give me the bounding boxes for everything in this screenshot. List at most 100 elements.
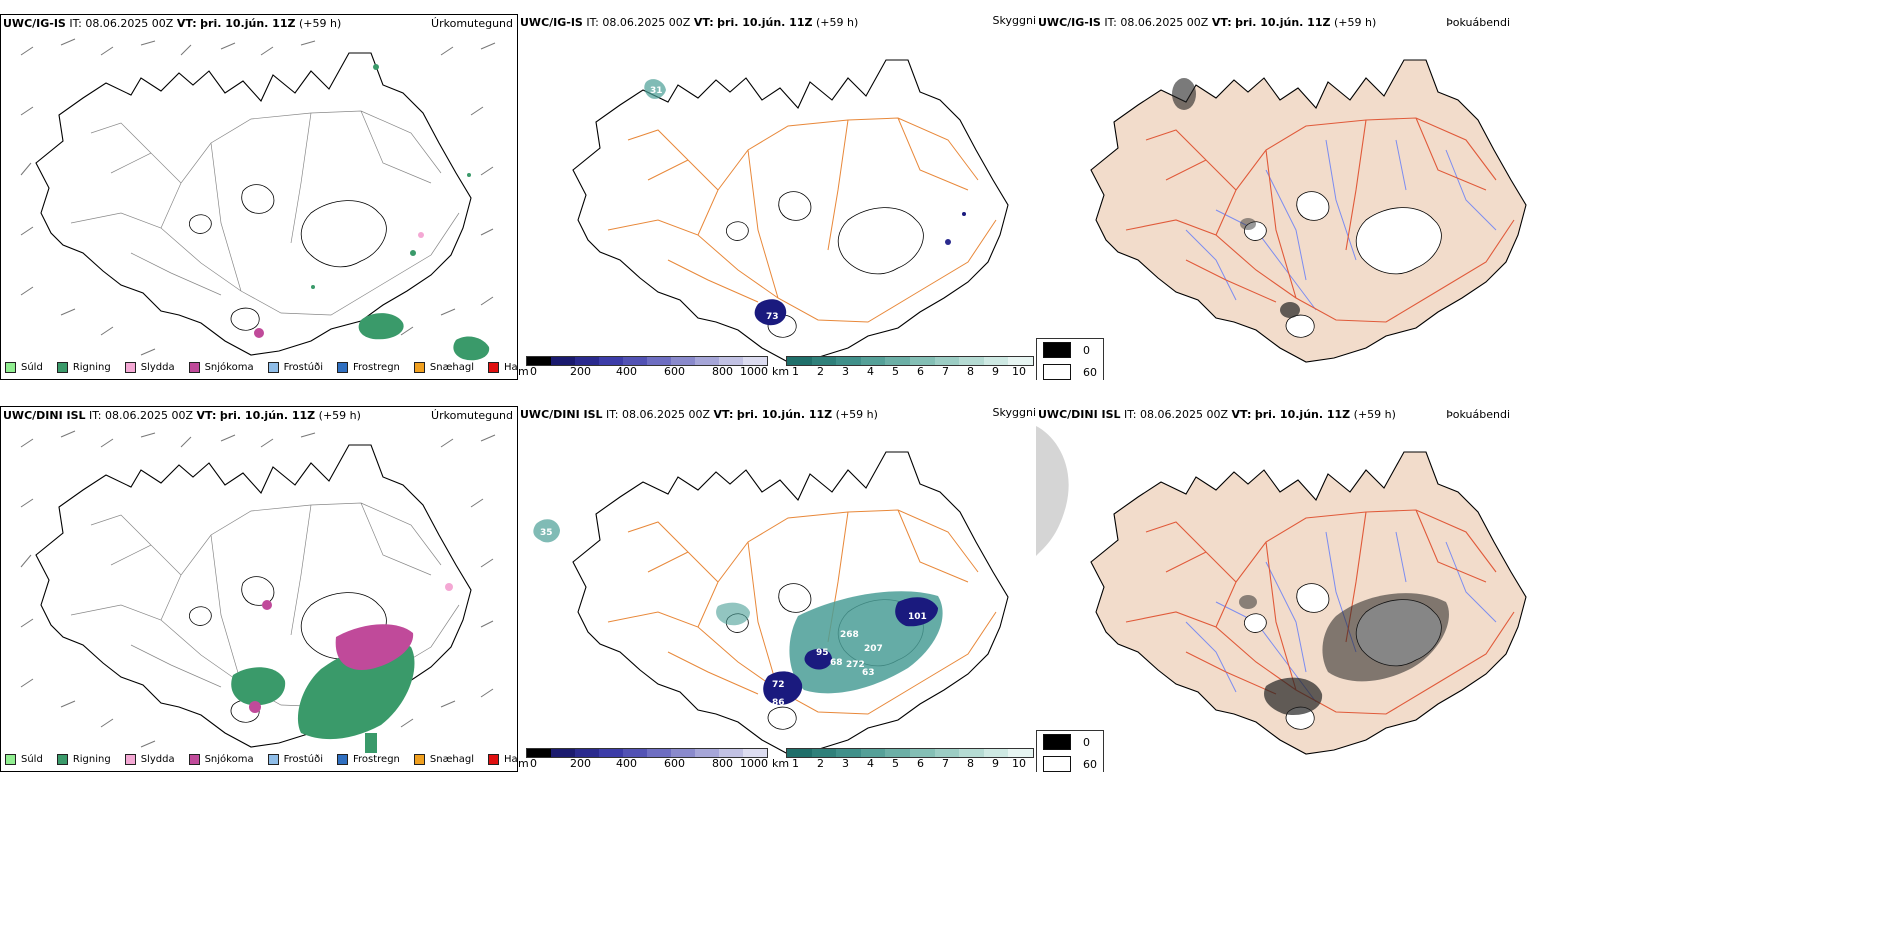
visibility-panel-bottom: UWC/DINI ISL IT: 08.06.2025 00Z VT: þri.…	[518, 406, 1036, 772]
colorbar-segment	[787, 357, 812, 365]
legend-item: Snjókoma	[188, 361, 254, 373]
colorbar-segment	[959, 357, 984, 365]
wind-barbs	[20, 430, 496, 748]
fog-panel-top: UWC/IG-IS IT: 08.06.2025 00Z VT: þri. 10…	[1036, 14, 1536, 380]
map-value-label: 79	[746, 708, 759, 718]
colorbar-tick: 7	[942, 365, 949, 378]
precip-areas-bottom	[231, 583, 453, 753]
colorbar-tick: 1	[792, 365, 799, 378]
precip-legend: Súld Rigning Slydda Snjókoma Frostúði Fr…	[5, 749, 517, 769]
colorbar-segment	[860, 749, 886, 757]
colorbar-segment	[983, 357, 1009, 365]
colorbar-tick: 6	[917, 365, 924, 378]
fog-label: Þokuábendi	[1446, 408, 1510, 421]
colorbar-segment	[811, 749, 837, 757]
colorbar-tick: 8	[967, 757, 974, 770]
precip-type-label: Úrkomutegund	[431, 17, 513, 30]
colorbar-tick: 3	[842, 757, 849, 770]
map-value-label: 86	[772, 698, 785, 708]
colorbar-segment	[575, 749, 599, 757]
colorbar-tick: 5	[892, 365, 899, 378]
map-value-label: 35	[540, 528, 553, 538]
fog-swatch	[1043, 734, 1071, 750]
visibility-panel-top: UWC/IG-IS IT: 08.06.2025 00Z VT: þri. 10…	[518, 14, 1036, 380]
legend-swatch	[56, 361, 68, 373]
colorbar-unit: km	[772, 757, 790, 770]
legend-item: Frostregn	[337, 361, 400, 373]
legend-swatch	[5, 361, 16, 373]
map-value-label: 272	[846, 660, 865, 670]
legend-item: Haglél	[488, 361, 517, 373]
colorbar-tick: 10	[1012, 365, 1026, 378]
panel-title: UWC/DINI ISL IT: 08.06.2025 00Z VT: þri.…	[520, 408, 878, 421]
visibility-colorbar: km 1 2 3 4 5 6 7 8 9 10	[772, 748, 1034, 772]
legend-swatch	[337, 361, 348, 373]
colorbar-tick: 5	[892, 757, 899, 770]
colorbar-segment	[671, 357, 695, 365]
precip-type-label: Úrkomutegund	[431, 409, 513, 422]
fog-swatch	[1043, 364, 1071, 380]
colorbar-segment	[599, 749, 623, 757]
legend-item: Rigning	[56, 361, 111, 373]
colorbar-segment	[623, 357, 647, 365]
colorbar-segment	[959, 749, 984, 757]
colorbar-segment	[934, 357, 960, 365]
colorbar-tick: 400	[616, 365, 637, 378]
legend-item: Snæhagl	[413, 361, 474, 373]
colorbar-tick: 200	[570, 365, 591, 378]
colorbar-segment	[860, 357, 886, 365]
fog-swatch	[1043, 342, 1071, 358]
legend-item: Rigning	[56, 753, 111, 765]
legend-swatch	[124, 753, 136, 765]
colorbar-segment	[836, 357, 861, 365]
colorbar-segment	[647, 749, 671, 757]
legend-swatch	[413, 753, 425, 765]
colorbar-tick: 1	[792, 757, 799, 770]
colorbar-tick: 10	[1012, 757, 1026, 770]
visibility-label: Skyggni	[992, 14, 1036, 27]
colorbar-segment	[527, 357, 551, 365]
colorbar-segment	[695, 749, 719, 757]
colorbar-segment	[909, 357, 935, 365]
colorbar-segment	[719, 357, 743, 365]
legend-item: Haglél	[488, 753, 517, 765]
colorbar-tick: 4	[867, 757, 874, 770]
wind-barbs	[20, 38, 496, 356]
legend-item: Frostúði	[267, 753, 323, 765]
colorbar-tick: 600	[664, 365, 685, 378]
precip-legend: Súld Rigning Slydda Snjókoma Frostúði Fr…	[5, 357, 517, 377]
fog-label: Þokuábendi	[1446, 16, 1510, 29]
colorbar-tick: 200	[570, 757, 591, 770]
colorbar-unit: m	[518, 757, 529, 770]
map-value-label: 63	[862, 668, 875, 678]
legend-swatch	[337, 753, 348, 765]
map-value-label: 68	[830, 658, 843, 668]
panel-title: UWC/IG-IS IT: 08.06.2025 00Z VT: þri. 10…	[3, 17, 342, 30]
legend-swatch	[5, 753, 16, 765]
legend-swatch	[413, 361, 425, 373]
colorbar-segment	[671, 749, 695, 757]
fog-swatch	[1043, 756, 1071, 772]
panel-title: UWC/IG-IS IT: 08.06.2025 00Z VT: þri. 10…	[520, 16, 859, 29]
colorbar-segment	[787, 749, 812, 757]
visibility-map-bottom	[533, 451, 1009, 755]
colorbar-tick: 7	[942, 757, 949, 770]
panel-title: UWC/DINI ISL IT: 08.06.2025 00Z VT: þri.…	[3, 409, 361, 422]
colorbar-segment	[743, 749, 767, 757]
map-value-label: 72	[772, 680, 785, 690]
colorbar-tick: 800	[712, 365, 733, 378]
precip-areas-top	[254, 64, 490, 361]
visibility-label: Skyggni	[992, 406, 1036, 419]
legend-item: Súld	[5, 753, 43, 765]
legend-swatch	[56, 753, 68, 765]
colorbar-segment	[1008, 357, 1033, 365]
colorbar-tick: 1000	[740, 757, 768, 770]
panel-title: UWC/IG-IS IT: 08.06.2025 00Z VT: þri. 10…	[1038, 16, 1377, 29]
precip-map-top	[20, 38, 496, 361]
colorbar-segment	[551, 749, 575, 757]
legend-item: Slydda	[124, 753, 175, 765]
colorbar-tick: 2	[817, 365, 824, 378]
colorbar-segment	[1008, 749, 1033, 757]
cloud-base-colorbar: m 0 200 400 600 800 1000	[518, 748, 768, 772]
legend-swatch	[267, 361, 279, 373]
